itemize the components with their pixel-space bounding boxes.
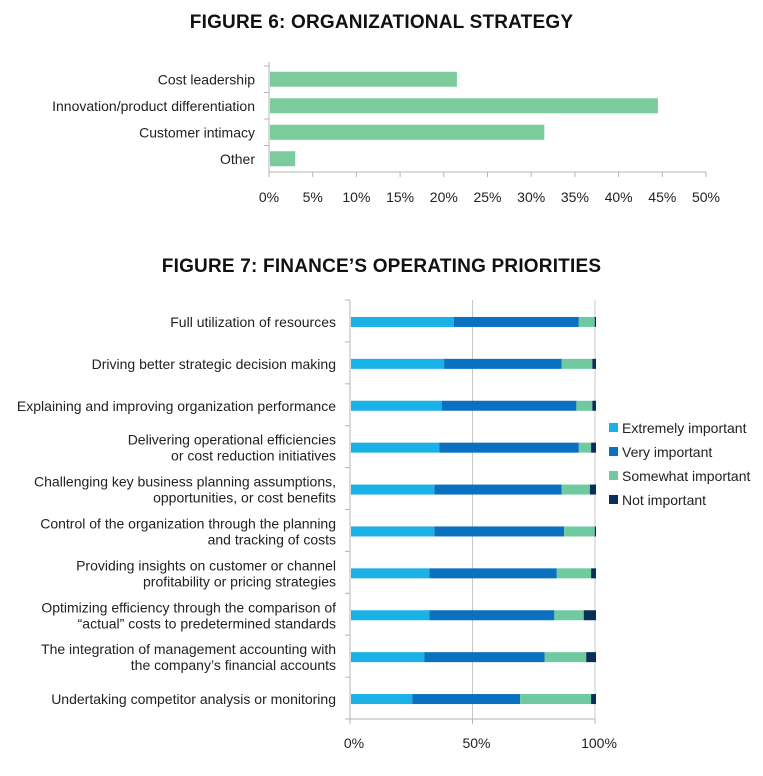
organizational-strategy-chart: Cost leadership Innovation/product differ… [52,62,720,205]
bar-segment [351,400,442,411]
x-tick-label: 40% [605,189,633,205]
bar-segment [544,652,587,663]
category-label: Innovation/product differentiation [52,98,255,114]
bar-segment [429,610,555,621]
category-label: Optimizing efficiency through the compar… [41,599,336,615]
category-label: Delivering operational efficiencies [128,432,336,448]
legend-label: Somewhat important [622,468,751,484]
bar-segment [453,316,579,327]
bar [270,124,545,140]
bar-segment [520,694,592,705]
category-label: Customer intimacy [139,124,255,140]
bar-segment [439,442,579,453]
x-tick-label: 5% [303,189,323,205]
category-label: The integration of management accounting… [41,641,336,657]
bar-segment [351,316,454,327]
bar [270,151,296,167]
x-tick-label: 50% [692,189,720,205]
bar-segment [591,694,596,705]
legend-swatch [609,423,618,432]
category-label: Challenging key business planning assump… [34,474,336,490]
bar-segment [594,316,596,327]
x-tick-label: 30% [517,189,545,205]
bar-segment [351,652,425,663]
x-tick-label: 15% [386,189,414,205]
legend-swatch [609,495,618,504]
x-tick-label: 25% [473,189,501,205]
x-tick-label: 10% [342,189,370,205]
legend-label: Not important [622,492,706,508]
bar-segment [564,526,595,537]
bar-segment [434,526,565,537]
category-label: Providing insights on customer or channe… [76,557,336,573]
x-tick-label: 35% [561,189,589,205]
category-label: Control of the organization through the … [40,515,336,531]
bar-segment [576,400,593,411]
category-label: Driving better strategic decision making [92,356,336,372]
figure-6-title: FIGURE 6: ORGANIZATIONAL STRATEGY [189,12,574,33]
category-label: Full utilization of resources [170,314,336,330]
bar-segment [429,568,557,579]
bar-segment [351,568,430,579]
category-label: Explaining and improving organization pe… [17,398,336,414]
bar-segment [444,358,562,369]
bar-segment [434,484,562,495]
bar-segment [351,694,413,705]
category-label: and tracking of costs [208,531,336,547]
bar-segment [351,484,435,495]
category-label: the company’s financial accounts [131,657,336,673]
legend-swatch [609,447,618,456]
x-tick-label: 100% [581,735,617,751]
bar-segment [592,400,596,411]
bar-segment [592,358,596,369]
x-tick-label: 0% [344,735,364,751]
bar [270,71,457,87]
bar-segment [589,484,596,495]
category-label: Undertaking competitor analysis or monit… [51,691,336,707]
category-label: Other [220,151,255,167]
x-tick-label: 50% [462,735,490,751]
category-label: profitability or pricing strategies [143,573,336,589]
bar-segment [561,484,590,495]
x-tick-label: 45% [648,189,676,205]
category-label: or cost reduction initiatives [171,448,336,464]
bar-segment [561,358,593,369]
bar [270,98,658,114]
legend-label: Very important [622,444,712,460]
bar-segment [594,526,596,537]
bar-segment [583,610,596,621]
category-label: Cost leadership [158,71,255,87]
bar-segment [351,358,445,369]
bar-segment [556,568,592,579]
legend-swatch [609,471,618,480]
x-tick-label: 0% [259,189,279,205]
bar-segment [351,610,430,621]
bar-segment [578,316,595,327]
category-label: opportunities, or cost benefits [153,490,336,506]
bar-segment [424,652,545,663]
figure-7-title: FIGURE 7: FINANCE’S OPERATING PRIORITIES [161,256,602,277]
bar-segment [351,526,435,537]
legend-label: Extremely important [622,420,747,436]
bar-segment [591,568,596,579]
bar-segment [351,442,440,453]
bar-segment [578,442,592,453]
x-tick-label: 20% [430,189,458,205]
bar-segment [412,694,521,705]
bar-segment [591,442,596,453]
bar-segment [586,652,596,663]
category-label: “actual” costs to predetermined standard… [78,615,336,631]
bar-segment [554,610,584,621]
bar-segment [441,400,577,411]
